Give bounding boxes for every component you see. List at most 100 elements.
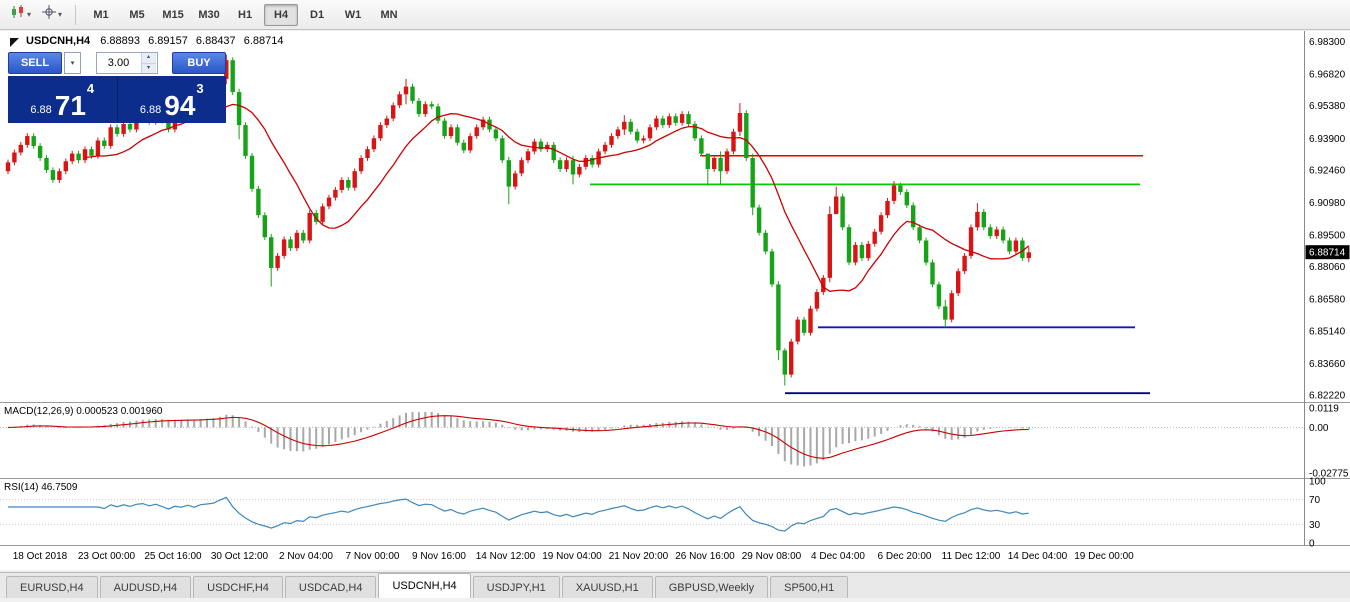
chart-tab-bar: EURUSD,H4 AUDUSD,H4 USDCHF,H4 USDCAD,H4 USDC… bbox=[0, 572, 1350, 598]
sell-price-digits: 71 bbox=[54, 90, 86, 122]
svg-text:6.86580: 6.86580 bbox=[1309, 295, 1346, 306]
svg-text:6.82220: 6.82220 bbox=[1309, 391, 1346, 402]
buy-price-prefix: 6.88 bbox=[139, 104, 162, 116]
chart-window[interactable]: 6.98300 6.96820 6.95380 6.93900 6.92460 6.909… bbox=[0, 31, 1350, 570]
volume-input[interactable] bbox=[96, 53, 141, 73]
timeframe-button-w1[interactable]: W1 bbox=[344, 8, 362, 21]
quote-low: 6.88437 bbox=[195, 35, 236, 47]
buy-price-display[interactable]: 6.88 94 3 bbox=[118, 76, 227, 123]
svg-text:30 Oct 12:00: 30 Oct 12:00 bbox=[211, 551, 269, 562]
crosshair-icon-button[interactable]: ▾ bbox=[37, 3, 66, 27]
one-click-panel-toggle-icon[interactable] bbox=[10, 38, 19, 47]
macd-signal-line bbox=[7, 415, 1029, 459]
macd-label: MACD(12,26,9) 0.000523 0.001960 bbox=[4, 406, 163, 417]
order-type-dropdown[interactable]: ▾ bbox=[64, 52, 81, 74]
svg-text:6.95380: 6.95380 bbox=[1309, 101, 1346, 112]
chart-tab-usdchf-h4[interactable]: USDCHF,H4 bbox=[193, 576, 283, 598]
crosshair-icon bbox=[41, 4, 57, 25]
svg-text:25 Oct 16:00: 25 Oct 16:00 bbox=[144, 551, 202, 562]
svg-text:6.98300: 6.98300 bbox=[1309, 37, 1346, 48]
macd-axis: 0.0119 0.00 -0.02775 bbox=[1309, 404, 1349, 480]
svg-text:6.85140: 6.85140 bbox=[1309, 326, 1346, 337]
svg-text:4 Dec 04:00: 4 Dec 04:00 bbox=[811, 551, 865, 562]
svg-text:6.96820: 6.96820 bbox=[1309, 70, 1346, 81]
svg-text:6.88060: 6.88060 bbox=[1309, 262, 1346, 273]
svg-text:0.00: 0.00 bbox=[1309, 423, 1329, 434]
svg-text:19 Dec 00:00: 19 Dec 00:00 bbox=[1074, 551, 1134, 562]
svg-text:19 Nov 04:00: 19 Nov 04:00 bbox=[542, 551, 602, 562]
chart-tab-usdcnh-h4[interactable]: USDCNH,H4 bbox=[378, 573, 471, 598]
svg-text:30: 30 bbox=[1309, 520, 1321, 531]
chart-tab-sp500-h1[interactable]: SP500,H1 bbox=[770, 576, 849, 598]
chart-tab-eurusd-h4[interactable]: EURUSD,H4 bbox=[6, 576, 98, 598]
chart-tab-xauusd-h1[interactable]: XAUUSD,H1 bbox=[561, 576, 653, 598]
svg-text:23 Oct 00:00: 23 Oct 00:00 bbox=[78, 551, 136, 562]
timeframe-button-m1[interactable]: M1 bbox=[93, 8, 109, 21]
volume-decrease-button[interactable]: ▾ bbox=[141, 63, 156, 73]
svg-text:14 Nov 12:00: 14 Nov 12:00 bbox=[476, 551, 536, 562]
sell-price-prefix: 6.88 bbox=[30, 104, 52, 116]
timeframe-button-m30[interactable]: M30 bbox=[198, 8, 220, 21]
chart-tab-audusd-h4[interactable]: AUDUSD,H4 bbox=[99, 576, 192, 598]
current-price-badge: 6.88714 bbox=[1305, 245, 1350, 260]
svg-text:100: 100 bbox=[1309, 477, 1326, 488]
svg-text:6.92460: 6.92460 bbox=[1309, 165, 1346, 176]
buy-price-pip: 3 bbox=[196, 81, 204, 96]
chart-tab-usdcad-h4[interactable]: USDCAD,H4 bbox=[284, 576, 377, 598]
sell-button[interactable]: SELL bbox=[8, 52, 62, 74]
buy-price-digits: 94 bbox=[164, 90, 196, 122]
svg-text:11 Dec 12:00: 11 Dec 12:00 bbox=[942, 551, 1001, 562]
svg-text:-0.02775: -0.02775 bbox=[1309, 468, 1349, 479]
volume-input-box: ▴ ▾ bbox=[95, 52, 158, 74]
trendlines[interactable] bbox=[590, 155, 1150, 395]
one-click-trading-panel: SELL ▾ ▴ ▾ BUY 6.88 71 4 6.88 94 3 bbox=[8, 52, 226, 123]
timeframe-button-m15[interactable]: M15 bbox=[162, 8, 184, 21]
time-axis: 18 Oct 2018 23 Oct 00:00 25 Oct 16:00 30 Oc… bbox=[13, 551, 1134, 562]
timeframe-group: M1 M5 M15 M30 H1 H4 D1 W1 MN bbox=[83, 3, 407, 26]
svg-text:6 Dec 20:00: 6 Dec 20:00 bbox=[878, 551, 932, 562]
svg-text:6.88714: 6.88714 bbox=[1309, 248, 1346, 259]
timeframe-button-h4[interactable]: H4 bbox=[264, 3, 299, 26]
chart-symbol-period: USDCNH,H4 bbox=[26, 35, 91, 47]
chart-title: USDCNH,H4 6.88893 6.89157 6.88437 6.8871… bbox=[26, 35, 289, 47]
volume-increase-button[interactable]: ▴ bbox=[141, 53, 156, 64]
candlestick-chart-icon bbox=[10, 4, 26, 25]
svg-text:26 Nov 16:00: 26 Nov 16:00 bbox=[675, 551, 735, 562]
svg-text:21 Nov 20:00: 21 Nov 20:00 bbox=[609, 551, 669, 562]
rsi-axis: 100 70 30 0 bbox=[1309, 477, 1326, 550]
sell-price-display[interactable]: 6.88 71 4 bbox=[8, 76, 118, 123]
chevron-down-icon: ▾ bbox=[27, 10, 32, 19]
chevron-down-icon: ▾ bbox=[58, 10, 63, 19]
svg-text:0.0119: 0.0119 bbox=[1309, 404, 1339, 415]
svg-text:6.83660: 6.83660 bbox=[1309, 359, 1346, 370]
timeframe-button-h1[interactable]: H1 bbox=[238, 8, 253, 21]
timeframe-button-m5[interactable]: M5 bbox=[129, 8, 145, 21]
svg-text:9 Nov 16:00: 9 Nov 16:00 bbox=[412, 551, 466, 562]
svg-text:7 Nov 00:00: 7 Nov 00:00 bbox=[346, 551, 400, 562]
chart-tab-gbpusd-weekly[interactable]: GBPUSD,Weekly bbox=[654, 576, 769, 598]
timeframe-button-mn[interactable]: MN bbox=[380, 8, 398, 21]
svg-text:14 Dec 04:00: 14 Dec 04:00 bbox=[1008, 551, 1068, 562]
timeframe-button-d1[interactable]: D1 bbox=[310, 8, 325, 21]
price-axis: 6.98300 6.96820 6.95380 6.93900 6.92460 6.909… bbox=[1309, 37, 1346, 402]
svg-text:6.89500: 6.89500 bbox=[1309, 231, 1346, 242]
buy-button[interactable]: BUY bbox=[172, 52, 226, 74]
quote-close: 6.88714 bbox=[243, 35, 284, 47]
toolbar: ▾ ▾ M1 M5 M15 M30 H1 H4 D1 W1 MN bbox=[0, 0, 1350, 30]
svg-text:6.93900: 6.93900 bbox=[1309, 134, 1346, 145]
svg-text:70: 70 bbox=[1309, 495, 1321, 506]
svg-text:18 Oct 2018: 18 Oct 2018 bbox=[13, 551, 68, 562]
chart-tab-usdjpy-h1[interactable]: USDJPY,H1 bbox=[472, 576, 560, 598]
svg-text:29 Nov 08:00: 29 Nov 08:00 bbox=[742, 551, 802, 562]
sell-price-pip: 4 bbox=[86, 81, 95, 96]
candlestick-chart-icon-button[interactable]: ▾ bbox=[6, 3, 35, 27]
svg-text:2 Nov 04:00: 2 Nov 04:00 bbox=[279, 551, 333, 562]
svg-text:6.90980: 6.90980 bbox=[1309, 198, 1346, 209]
rsi-line bbox=[8, 496, 1029, 532]
bid-ask-display: 6.88 71 4 6.88 94 3 bbox=[8, 76, 226, 123]
rsi-label: RSI(14) 46.7509 bbox=[4, 482, 78, 493]
candles bbox=[5, 54, 1031, 386]
quote-high: 6.89157 bbox=[148, 35, 188, 47]
ma-line bbox=[84, 103, 1030, 292]
svg-text:0: 0 bbox=[1309, 539, 1315, 550]
